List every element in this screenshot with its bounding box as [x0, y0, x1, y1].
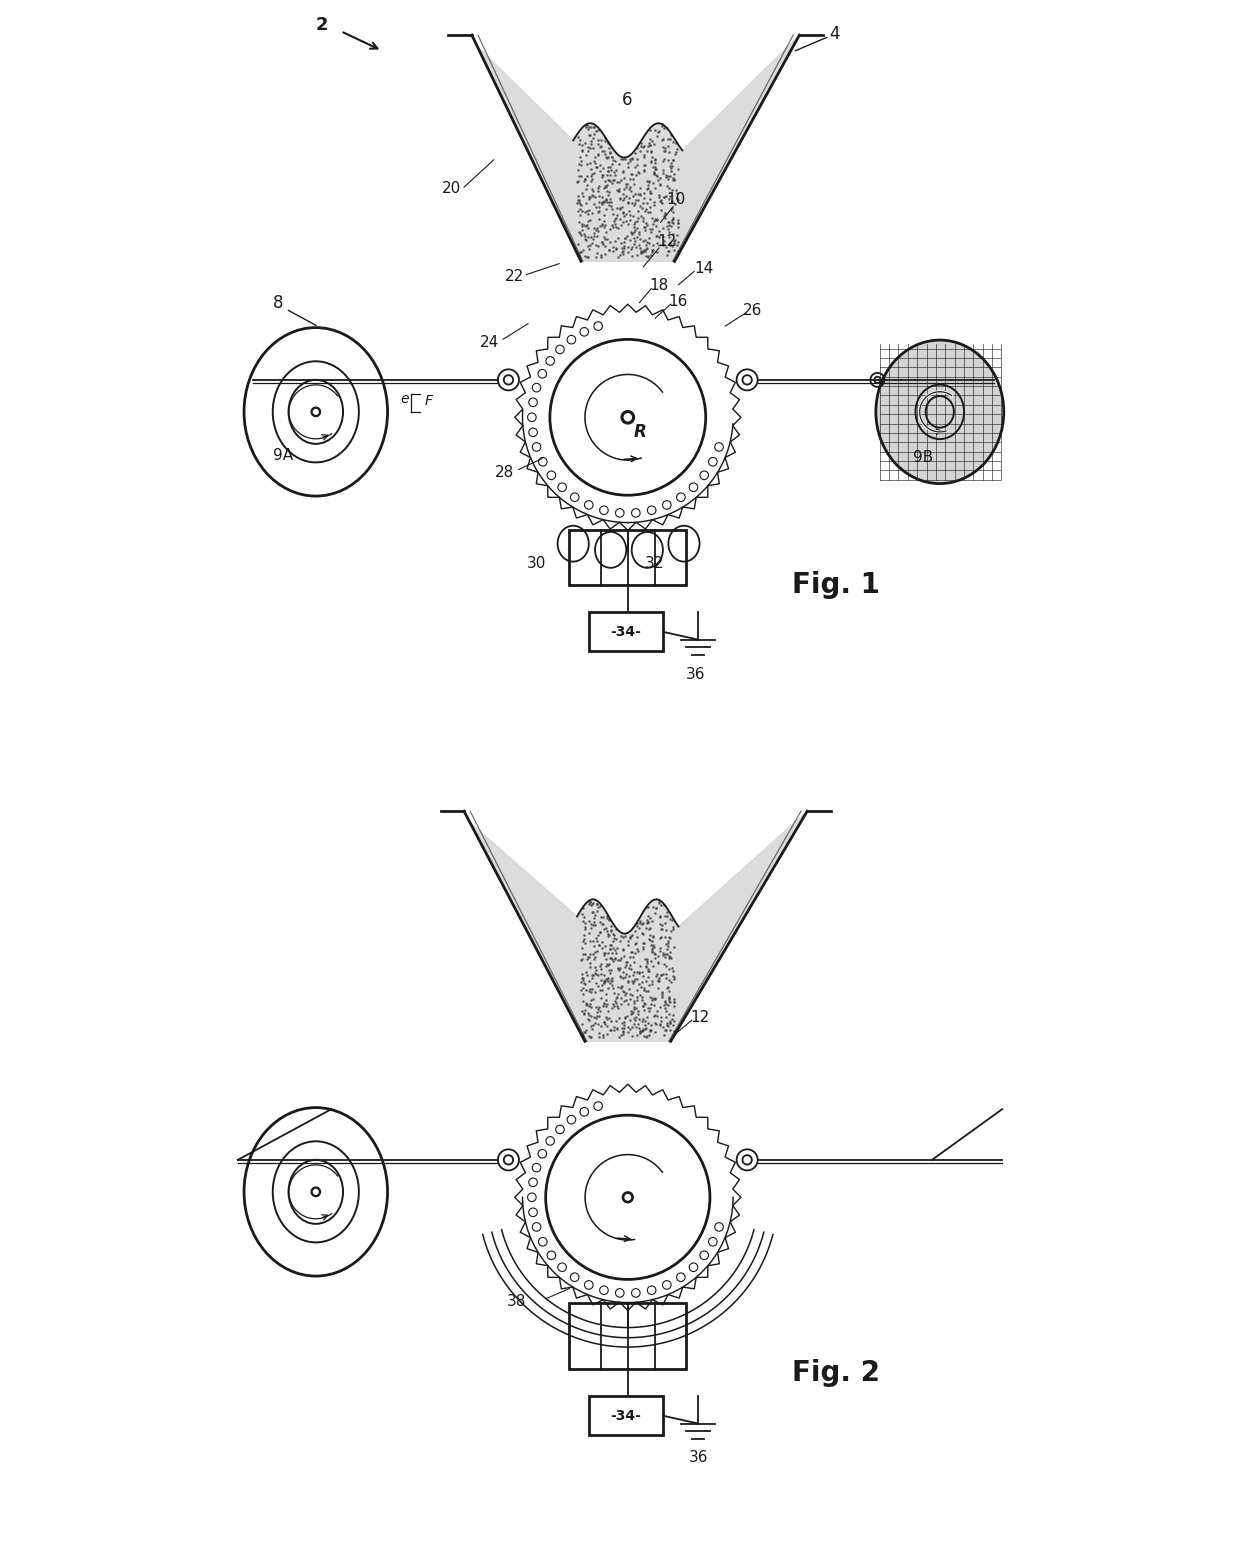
Text: 32: 32: [645, 555, 665, 571]
Circle shape: [625, 1195, 630, 1200]
Bar: [569, 1303, 686, 1370]
Text: 9A: 9A: [273, 448, 293, 463]
Circle shape: [311, 407, 320, 417]
Text: 12: 12: [691, 1009, 709, 1025]
Text: 16: 16: [668, 293, 688, 309]
Text: 26: 26: [743, 303, 763, 318]
Circle shape: [622, 1192, 634, 1203]
Bar: [569, 530, 686, 585]
Text: Fig. 1: Fig. 1: [791, 571, 879, 599]
Text: 14: 14: [694, 261, 713, 276]
Text: 18: 18: [650, 278, 668, 293]
Circle shape: [314, 1190, 319, 1195]
Text: 38: 38: [507, 1295, 526, 1309]
Text: 24: 24: [480, 335, 498, 349]
Text: 12: 12: [657, 234, 677, 248]
Text: 9B: 9B: [913, 449, 932, 465]
Text: 28: 28: [495, 465, 515, 480]
Text: 8: 8: [273, 295, 284, 312]
Text: Fig. 2: Fig. 2: [791, 1359, 879, 1387]
Polygon shape: [470, 811, 807, 1042]
Ellipse shape: [875, 340, 1003, 484]
Text: -34-: -34-: [610, 1409, 641, 1423]
Circle shape: [314, 409, 319, 415]
Text: R: R: [634, 423, 647, 441]
Text: 4: 4: [830, 25, 839, 44]
Text: 2: 2: [316, 16, 329, 34]
Circle shape: [621, 410, 635, 424]
Circle shape: [311, 1187, 320, 1197]
Text: 30: 30: [527, 555, 546, 571]
Text: e: e: [401, 392, 408, 406]
Text: 36: 36: [686, 666, 706, 682]
Text: 10: 10: [667, 192, 686, 207]
Text: 36: 36: [688, 1451, 708, 1465]
Text: 22: 22: [505, 268, 523, 284]
Circle shape: [624, 413, 631, 421]
Text: F: F: [425, 395, 433, 409]
Bar: [589, 1396, 663, 1435]
Text: -34-: -34-: [610, 626, 641, 638]
Polygon shape: [477, 34, 800, 261]
Bar: [589, 612, 663, 652]
Text: 20: 20: [443, 181, 461, 197]
Text: 6: 6: [621, 92, 632, 109]
